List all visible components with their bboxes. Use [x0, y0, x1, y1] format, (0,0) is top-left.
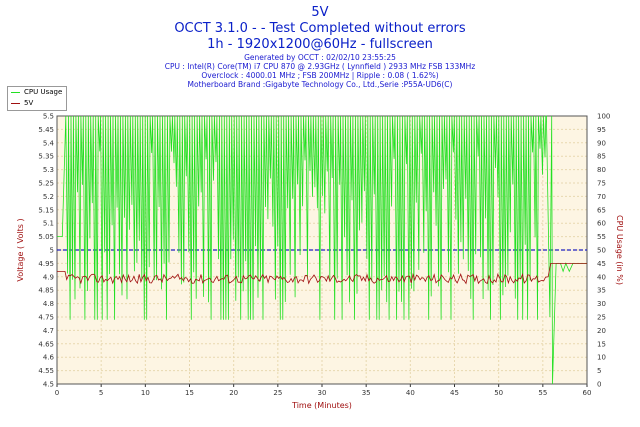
legend-item-cpu: CPU Usage	[8, 87, 66, 98]
y-left-tick-label: 5.45	[38, 126, 54, 134]
y-left-tick-label: 5.3	[43, 166, 54, 174]
legend-swatch-5v	[11, 103, 20, 104]
y-right-tick-label: 90	[597, 139, 606, 147]
y-left-tick-label: 5.35	[38, 153, 54, 161]
y-left-tick-label: 4.75	[38, 314, 54, 322]
x-tick-label: 40	[406, 389, 415, 397]
y-left-tick-label: 5.5	[43, 113, 54, 121]
legend-swatch-cpu	[11, 92, 20, 93]
y-right-tick-label: 80	[597, 166, 606, 174]
motherboard-info: Motherboard Brand :Gigabyte Technology C…	[187, 80, 453, 89]
cpu-info: CPU : Intel(R) Core(TM) i7 CPU 870 @ 2.9…	[164, 62, 476, 71]
cpu-usage-line	[57, 115, 587, 385]
y-left-tick-label: 5	[50, 247, 54, 255]
y-left-tick-label: 5.25	[38, 180, 54, 188]
y-left-tick-label: 5.05	[38, 233, 54, 241]
x-tick-label: 20	[229, 389, 238, 397]
legend-label-5v: 5V	[24, 99, 34, 107]
y-right-tick-label: 10	[597, 354, 606, 362]
x-tick-label: 60	[583, 389, 592, 397]
y-right-tick-label: 20	[597, 327, 606, 335]
y-right-tick-label: 100	[597, 113, 610, 121]
legend-label-cpu: CPU Usage	[24, 88, 63, 96]
generated-info: Generated by OCCT : 02/02/10 23:55:25	[244, 53, 396, 62]
y-right-tick-label: 40	[597, 273, 606, 281]
x-tick-label: 0	[55, 389, 59, 397]
y-right-tick-label: 65	[597, 206, 606, 214]
y-right-tick-label: 0	[597, 381, 601, 389]
chart-legend: CPU Usage 5V	[7, 86, 67, 111]
x-tick-label: 25	[273, 389, 282, 397]
chart-title: 5V	[311, 5, 329, 20]
y-right-tick-label: 5	[597, 367, 601, 375]
x-axis-label: Time (Minutes)	[291, 401, 352, 410]
chart-subtitle-test: OCCT 3.1.0 - - Test Completed without er…	[174, 21, 466, 36]
chart-subtitle-resolution: 1h - 1920x1200@60Hz - fullscreen	[207, 37, 433, 52]
y-left-tick-label: 4.7	[43, 327, 54, 335]
y-left-tick-label: 4.95	[38, 260, 54, 268]
y-right-tick-label: 60	[597, 220, 606, 228]
y-right-tick-label: 25	[597, 314, 606, 322]
y-right-tick-label: 50	[597, 247, 606, 255]
y-right-axis-label: CPU Usage (in %)	[615, 215, 624, 285]
y-left-tick-label: 5.4	[43, 139, 55, 147]
legend-item-5v: 5V	[8, 98, 66, 109]
y-right-tick-label: 55	[597, 233, 606, 241]
y-left-tick-label: 4.8	[43, 300, 54, 308]
y-right-tick-label: 70	[597, 193, 606, 201]
x-tick-label: 5	[99, 389, 103, 397]
x-tick-label: 10	[141, 389, 150, 397]
y-right-tick-label: 30	[597, 300, 606, 308]
y-right-tick-label: 35	[597, 287, 606, 295]
y-left-tick-label: 4.65	[38, 340, 54, 348]
y-left-tick-label: 4.85	[38, 287, 54, 295]
voltage-5v-line	[57, 262, 587, 285]
x-tick-label: 50	[494, 389, 503, 397]
y-left-tick-label: 4.55	[38, 367, 54, 375]
y-left-axis-label: Voltage ( Volts )	[16, 218, 25, 281]
y-left-tick-label: 4.6	[43, 354, 55, 362]
x-tick-label: 35	[362, 389, 371, 397]
x-tick-label: 15	[185, 389, 194, 397]
y-left-tick-label: 4.9	[43, 273, 54, 281]
y-right-tick-label: 85	[597, 153, 606, 161]
y-left-tick-label: 4.5	[43, 381, 54, 389]
x-tick-label: 55	[538, 389, 547, 397]
x-tick-label: 45	[450, 389, 459, 397]
y-left-tick-label: 5.15	[38, 206, 54, 214]
y-left-tick-label: 5.2	[43, 193, 54, 201]
y-left-tick-label: 5.1	[43, 220, 54, 228]
y-right-tick-label: 95	[597, 126, 606, 134]
y-right-tick-label: 15	[597, 340, 606, 348]
y-right-tick-label: 75	[597, 180, 606, 188]
x-tick-label: 30	[318, 389, 327, 397]
overclock-info: Overclock : 4000.01 MHz ; FSB 200MHz | R…	[201, 71, 439, 80]
y-right-tick-label: 45	[597, 260, 606, 268]
